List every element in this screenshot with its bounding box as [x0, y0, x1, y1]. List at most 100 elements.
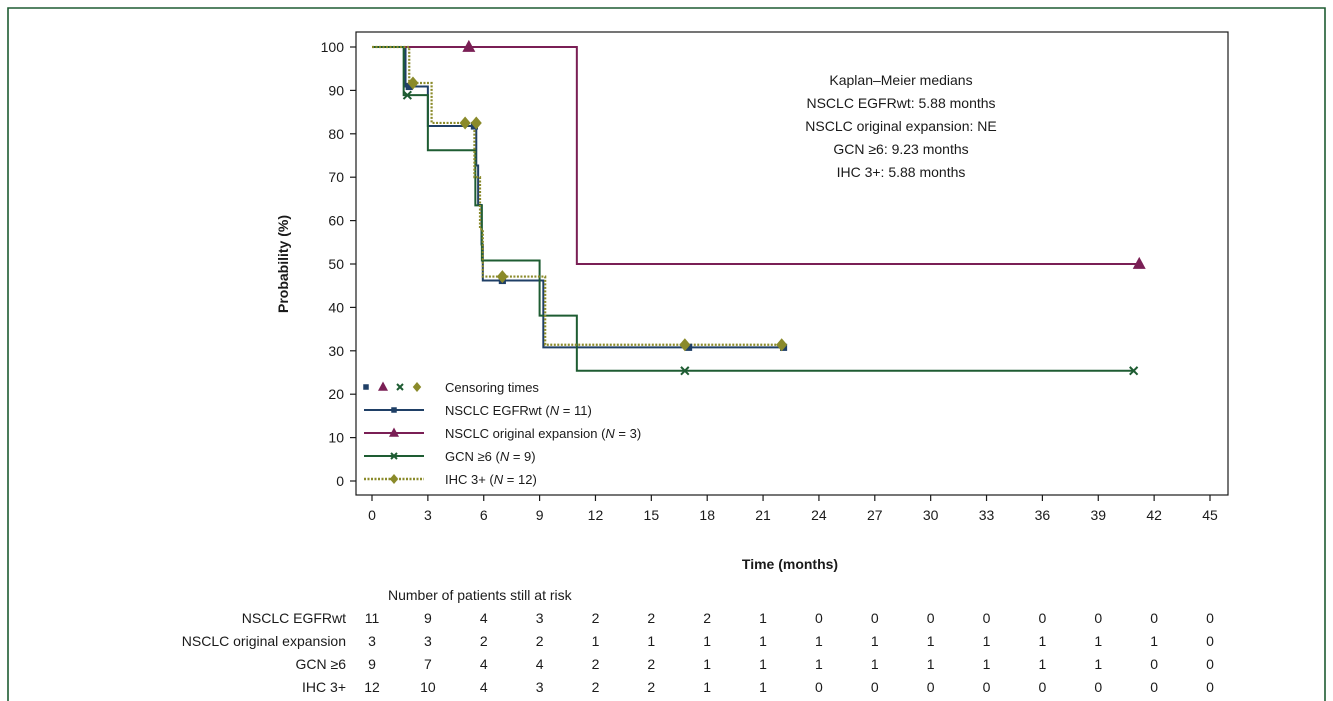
- risk-value-3-3: 4: [480, 656, 488, 672]
- risk-value-2-5: 1: [592, 633, 600, 649]
- risk-value-1-9: 0: [815, 610, 823, 626]
- risk-value-1-3: 4: [480, 610, 488, 626]
- annotation-line-3: NSCLC original expansion: NE: [805, 118, 996, 134]
- risk-value-2-16: 0: [1206, 633, 1214, 649]
- x-tick-label-30: 30: [923, 507, 939, 523]
- censor-marker-4-5: [679, 338, 691, 352]
- legend-entry-2-value: 3: [630, 426, 637, 441]
- risk-row-label-1: NSCLC EGFRwt: [242, 610, 346, 626]
- legend-entry-2-eq: =: [615, 426, 630, 441]
- risk-value-4-5: 2: [592, 679, 600, 695]
- risk-value-1-10: 0: [871, 610, 879, 626]
- x-tick-label-21: 21: [755, 507, 771, 523]
- legend-entry-3-value: 9: [524, 449, 531, 464]
- legend-entry-1-n: N: [550, 403, 560, 418]
- y-tick-label-70: 70: [328, 169, 344, 185]
- risk-value-2-6: 1: [647, 633, 655, 649]
- y-tick-label-20: 20: [328, 386, 344, 402]
- risk-value-1-2: 9: [424, 610, 432, 626]
- risk-value-4-3: 4: [480, 679, 488, 695]
- risk-value-4-14: 0: [1094, 679, 1102, 695]
- censor-marker-2-1: [462, 39, 476, 52]
- y-tick-label-40: 40: [328, 299, 344, 315]
- y-tick-label-30: 30: [328, 343, 344, 359]
- risk-value-1-1: 11: [365, 610, 380, 626]
- risk-value-3-14: 1: [1094, 656, 1102, 672]
- annotation-line-4: GCN ≥6: 9.23 months: [833, 141, 968, 157]
- legend-entry-4-text: IHC 3+ (: [445, 472, 494, 487]
- risk-value-2-10: 1: [871, 633, 879, 649]
- censor-marker-4-3: [470, 116, 482, 130]
- risk-value-4-4: 3: [536, 679, 544, 695]
- legend-swatch-marker-2: [389, 427, 399, 437]
- risk-value-1-7: 2: [703, 610, 711, 626]
- legend-entry-3-text: GCN ≥6 (: [445, 449, 500, 464]
- legend-censor-symbol-4: [412, 382, 422, 392]
- y-tick-label-90: 90: [328, 82, 344, 98]
- risk-table-title: Number of patients still at risk: [388, 587, 573, 603]
- censor-markers: [402, 39, 1146, 376]
- legend-entry-3-n: N: [500, 449, 510, 464]
- curve-1: [372, 46, 784, 349]
- legend-entry-1-text: NSCLC EGFRwt (: [445, 403, 550, 418]
- y-axis-label: Probability (%): [275, 215, 291, 313]
- legend-swatch-marker-1: [391, 407, 397, 413]
- risk-row-label-3: GCN ≥6: [296, 656, 347, 672]
- x-tick-label-36: 36: [1035, 507, 1051, 523]
- x-tick-label-24: 24: [811, 507, 827, 523]
- risk-value-4-10: 0: [871, 679, 879, 695]
- y-tick-label-10: 10: [328, 430, 344, 446]
- risk-value-2-3: 2: [480, 633, 488, 649]
- risk-value-2-15: 1: [1150, 633, 1158, 649]
- risk-value-3-6: 2: [647, 656, 655, 672]
- legend-swatch-marker-4: [389, 474, 399, 484]
- risk-value-1-14: 0: [1094, 610, 1102, 626]
- legend-censor-symbol-1: [363, 384, 369, 390]
- risk-value-2-8: 1: [759, 633, 767, 649]
- censor-marker-4-6: [776, 338, 788, 352]
- risk-value-1-12: 0: [983, 610, 991, 626]
- legend-entry-2: NSCLC original expansion (N = 3): [445, 426, 641, 441]
- legend-entry-2-n: N: [605, 426, 615, 441]
- risk-value-3-15: 0: [1150, 656, 1158, 672]
- x-axis: 0 3 6 9 12 15 18 21 24 27 30 33 36 39 42 45: [368, 495, 1218, 523]
- annotation-line-2: NSCLC EGFRwt: 5.88 months: [806, 95, 995, 111]
- x-tick-label-0: 0: [368, 507, 376, 523]
- risk-value-1-13: 0: [1039, 610, 1047, 626]
- legend-entry-3-eq: =: [509, 449, 524, 464]
- x-tick-label-27: 27: [867, 507, 883, 523]
- median-annotation: Kaplan–Meier medians NSCLC EGFRwt: 5.88 …: [805, 72, 996, 180]
- risk-value-1-8: 1: [759, 610, 767, 626]
- legend-censor-symbol-3: [396, 383, 404, 391]
- risk-value-3-1: 9: [368, 656, 376, 672]
- legend-entry-2-close: ): [637, 426, 641, 441]
- risk-value-4-7: 1: [703, 679, 711, 695]
- censor-marker-4-1: [407, 76, 419, 90]
- legend-entry-2-text: NSCLC original expansion (: [445, 426, 606, 441]
- risk-value-2-1: 3: [368, 633, 376, 649]
- legend-censor-symbols: [363, 381, 422, 392]
- annotation-line-1: Kaplan–Meier medians: [829, 72, 972, 88]
- y-tick-label-100: 100: [321, 39, 345, 55]
- risk-value-2-13: 1: [1039, 633, 1047, 649]
- x-tick-label-6: 6: [480, 507, 488, 523]
- y-tick-label-0: 0: [336, 473, 344, 489]
- x-tick-label-45: 45: [1202, 507, 1218, 523]
- risk-value-2-14: 1: [1094, 633, 1102, 649]
- legend-entry-4-value: 12: [518, 472, 532, 487]
- risk-value-4-16: 0: [1206, 679, 1214, 695]
- legend-entry-3-close: ): [531, 449, 535, 464]
- risk-value-2-12: 1: [983, 633, 991, 649]
- legend-entry-1: NSCLC EGFRwt (N = 11): [445, 403, 592, 418]
- risk-value-3-12: 1: [983, 656, 991, 672]
- risk-value-3-16: 0: [1206, 656, 1214, 672]
- risk-value-3-2: 7: [424, 656, 432, 672]
- risk-value-4-13: 0: [1039, 679, 1047, 695]
- risk-value-2-9: 1: [815, 633, 823, 649]
- x-tick-label-18: 18: [699, 507, 715, 523]
- risk-table: Number of patients still at risk NSCLC E…: [182, 587, 1214, 695]
- x-tick-label-9: 9: [536, 507, 544, 523]
- y-axis: 0 10 20 30 40 50 60 70 80 90 100: [321, 39, 356, 489]
- risk-row-label-4: IHC 3+: [302, 679, 346, 695]
